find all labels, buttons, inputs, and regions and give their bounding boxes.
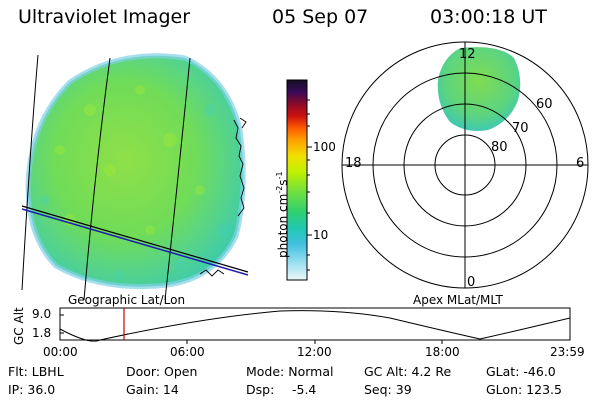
colorbar-tick-10: 10 <box>313 228 329 242</box>
colorbar-unit-text: photon cm <box>276 193 290 258</box>
time-tick-0600: 06:00 <box>170 345 205 359</box>
mode-info: Mode: Normal <box>246 364 334 379</box>
mlt-12-label: 12 <box>459 47 476 62</box>
time-tick-0000: 00:00 <box>43 345 78 359</box>
instrument-title: Ultraviolet Imager <box>18 6 191 28</box>
altitude-strip <box>59 307 571 344</box>
mlat-60-label: 60 <box>536 97 553 112</box>
time-tick-2359: 23:59 <box>550 345 585 359</box>
mlt-0-label: 0 <box>467 275 476 290</box>
mlt-6-label: 6 <box>576 156 585 171</box>
date-label: 05 Sep 07 <box>272 6 369 28</box>
mlt-18-label: 18 <box>345 156 362 171</box>
colorbar <box>286 79 312 281</box>
glon-info: GLon: 123.5 <box>486 382 562 397</box>
colorbar-unit-label: photon cm-2s-1 <box>275 171 290 258</box>
mlat-80-label: 80 <box>491 140 508 155</box>
filter-info: Flt: LBHL <box>8 364 64 379</box>
colorbar-unit-exp1: -2 <box>275 185 284 194</box>
meridian-lines <box>21 54 191 301</box>
door-info: Door: Open <box>126 364 198 379</box>
altitude-tick-bottom: 1.8 <box>32 326 52 340</box>
colorbar-unit-exp2: -1 <box>275 171 284 180</box>
colorbar-unit-s: s <box>276 179 290 186</box>
coastline <box>199 117 247 277</box>
apex-caption: Apex MLat/MLT <box>413 293 503 307</box>
ground-track <box>21 205 249 276</box>
time-label: 03:00:18 UT <box>430 6 547 28</box>
earth-disk-image <box>25 53 246 290</box>
gain-info: Gain: 14 <box>126 382 179 397</box>
dsp-label: Dsp: <box>246 382 275 397</box>
gc-alt-info: GC Alt: 4.2 Re <box>364 364 452 379</box>
colorbar-tick-100: 100 <box>313 140 336 154</box>
seq-info: Seq: 39 <box>364 382 412 397</box>
geographic-caption: Geographic Lat/Lon <box>68 293 186 307</box>
time-tick-1800: 18:00 <box>425 345 460 359</box>
altitude-ylabel: GC Alt <box>12 307 26 345</box>
polar-plot <box>341 41 589 289</box>
time-tick-1200: 12:00 <box>297 345 332 359</box>
mlat-70-label: 70 <box>512 121 529 136</box>
altitude-tick-top: 9.0 <box>32 307 52 321</box>
dsp-value: -5.4 <box>292 382 317 397</box>
ip-info: IP: 36.0 <box>8 382 56 397</box>
glat-info: GLat: -46.0 <box>486 364 556 379</box>
